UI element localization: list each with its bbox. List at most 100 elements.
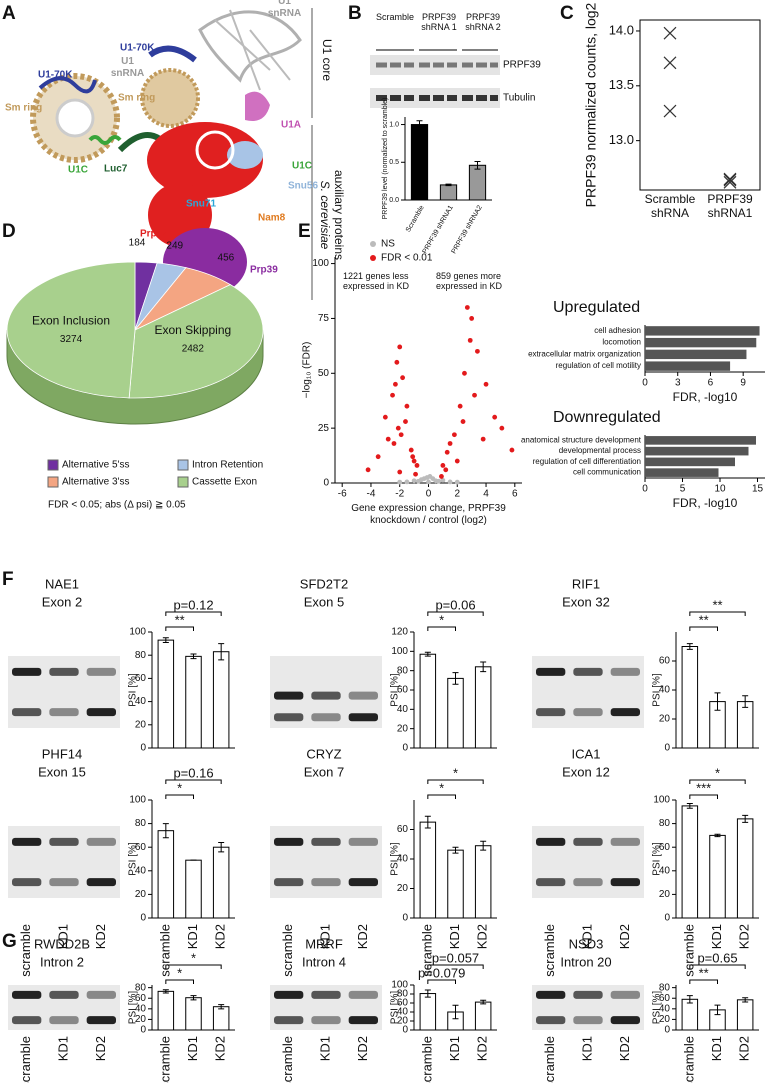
x-tick-label: -2 — [395, 489, 404, 500]
gel-lane-label: KD1 — [55, 924, 70, 949]
point — [480, 436, 486, 442]
structure-label: U1C — [68, 165, 88, 176]
gel-band — [311, 1016, 341, 1025]
error-bar — [190, 653, 197, 660]
bar — [157, 830, 175, 919]
slice-value: 2482 — [182, 343, 205, 354]
bar — [185, 655, 202, 749]
y-axis-label: PSI [%] — [390, 991, 401, 1025]
x-tick-label: PRPF39 shRNA1 — [422, 204, 455, 255]
error-bar — [686, 995, 693, 1004]
significance-label: p=0.057 — [432, 950, 479, 965]
point-marker — [663, 104, 677, 118]
gel-lane-label: scramble — [18, 1036, 33, 1083]
significance-label: p=0.65 — [697, 950, 737, 965]
bar — [645, 337, 757, 348]
x-tick-label: 9 — [740, 378, 746, 389]
x-tick-label: KD2 — [475, 924, 490, 949]
point — [509, 447, 515, 453]
panel-label: B — [348, 3, 362, 24]
significance-label: * — [715, 765, 720, 780]
x-tick-label: scramble — [419, 1036, 434, 1083]
y-tick-label: 120 — [391, 627, 408, 638]
significance-bracket — [427, 979, 456, 984]
y-tick-label: 60 — [135, 842, 147, 853]
chart-title: NAE1 — [45, 576, 79, 591]
structure-label: Nam8 — [258, 213, 286, 224]
gel-band — [610, 837, 640, 846]
chart-subtitle: Exon 32 — [562, 594, 610, 609]
bar — [439, 184, 458, 201]
gel-image — [270, 826, 382, 898]
y-tick-label: 80 — [135, 818, 147, 829]
significance-bracket — [427, 626, 456, 631]
gel-band — [573, 708, 603, 717]
significance-label: * — [453, 765, 458, 780]
x-tick-label: KD1 — [185, 1036, 200, 1061]
gel-band — [536, 1016, 566, 1025]
point — [397, 344, 403, 350]
point — [365, 467, 371, 473]
x-tick-label: KD1 — [447, 924, 462, 949]
gel-band — [49, 837, 79, 846]
bar — [185, 997, 202, 1031]
y-tick-label: 40 — [659, 865, 671, 876]
y-tick-label: 100 — [129, 627, 146, 638]
y-tick-label: extracellular matrix organization — [528, 349, 641, 358]
gel-band — [573, 990, 603, 999]
y-tick-label: 40 — [659, 1003, 671, 1014]
point — [462, 370, 467, 376]
structure-label: U1 snRNA — [267, 0, 302, 19]
gel-band — [536, 878, 566, 887]
bar — [645, 436, 756, 445]
error-bar — [452, 672, 459, 685]
point — [398, 432, 404, 438]
gel-lane-label: KD2 — [617, 924, 632, 949]
point — [397, 469, 403, 475]
point — [447, 479, 453, 485]
x-tick-label: Scramble — [405, 204, 426, 233]
gel-row-label: PRPF39 — [503, 60, 541, 71]
gel-band — [49, 708, 79, 717]
gel-band — [536, 667, 566, 676]
y-tick-label: 60 — [659, 656, 671, 667]
gel-band — [610, 667, 640, 676]
gel-lane-label: KD1 — [317, 1036, 332, 1061]
x-tick-label: 0 — [642, 484, 648, 495]
significance-label: p=0.16 — [173, 765, 213, 780]
chart-subtitle: Intron 2 — [40, 954, 84, 969]
significance-bracket — [689, 626, 718, 631]
point-marker — [663, 56, 677, 70]
y-tick-label: 40 — [397, 854, 409, 865]
chart-title: SFD2T2 — [300, 576, 348, 591]
gel-band — [610, 1016, 640, 1025]
y-tick-label: 0.0 — [389, 197, 399, 204]
y-tick-label: 0 — [402, 913, 408, 924]
significance-label: * — [439, 780, 444, 795]
structure-label: U1C — [292, 161, 312, 172]
chart-title: ICA1 — [572, 746, 601, 761]
y-tick-label: 14.0 — [609, 22, 634, 37]
x-tick-label: 6 — [708, 378, 714, 389]
significance-bracket — [427, 611, 484, 616]
gel-band — [274, 691, 304, 700]
significance-bracket — [165, 779, 222, 784]
gel-band — [49, 1016, 79, 1025]
gel-image — [532, 826, 644, 898]
significance-bracket — [165, 626, 194, 631]
structure-label: Snu56 — [288, 181, 318, 192]
gel-lane-label: KD1 — [579, 924, 594, 949]
point — [439, 474, 444, 479]
gel-band — [12, 667, 42, 676]
legend-swatch — [177, 476, 189, 488]
y-tick-label: 100 — [391, 646, 408, 657]
panel-label: G — [2, 931, 17, 952]
gel-band — [12, 1016, 42, 1025]
point — [469, 316, 475, 321]
x-tick-label: scramble — [419, 924, 434, 977]
y-tick-label: 0 — [140, 913, 146, 924]
x-tick-label: 10 — [714, 484, 726, 495]
annotation: 1221 genes less expressed in KD — [343, 271, 410, 292]
x-tick-label: KD2 — [213, 924, 228, 949]
gel-band — [274, 990, 304, 999]
